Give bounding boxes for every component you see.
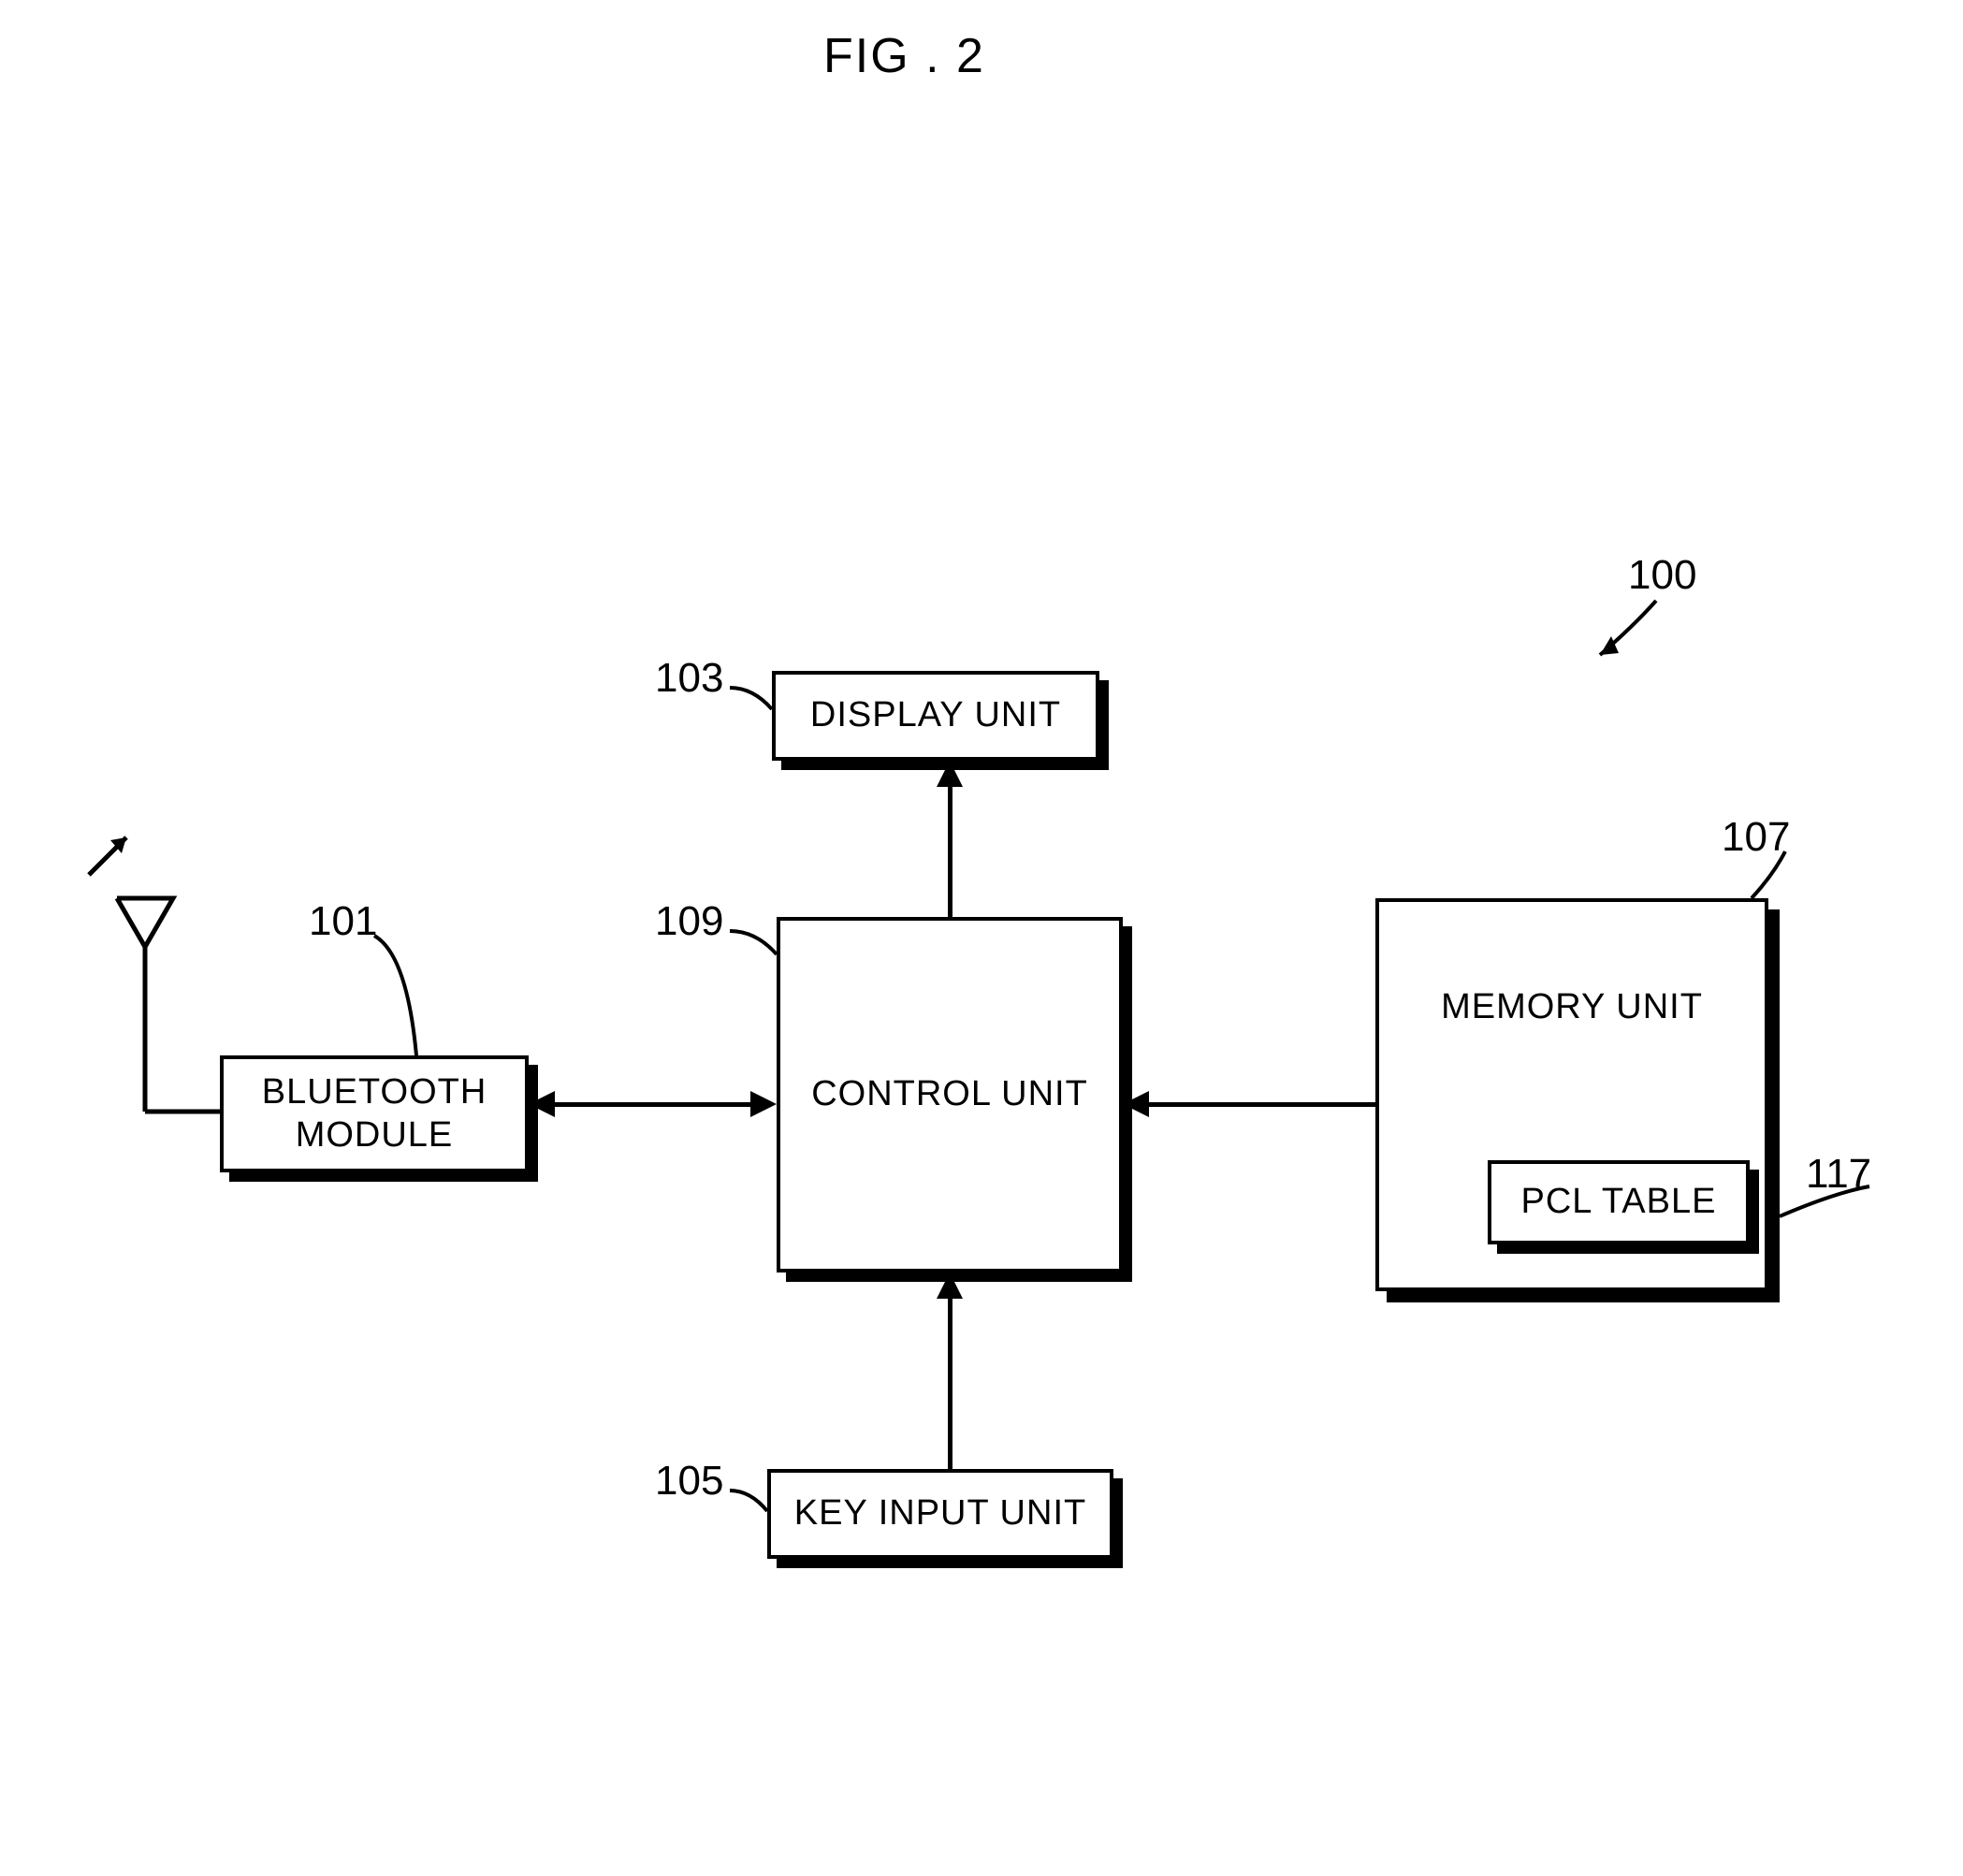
diagram-canvas: FIG . 2 DISPLAY UNIT BLUETOOTH MODULE CO… — [0, 0, 1963, 1876]
leaders-svg — [0, 0, 1963, 1876]
